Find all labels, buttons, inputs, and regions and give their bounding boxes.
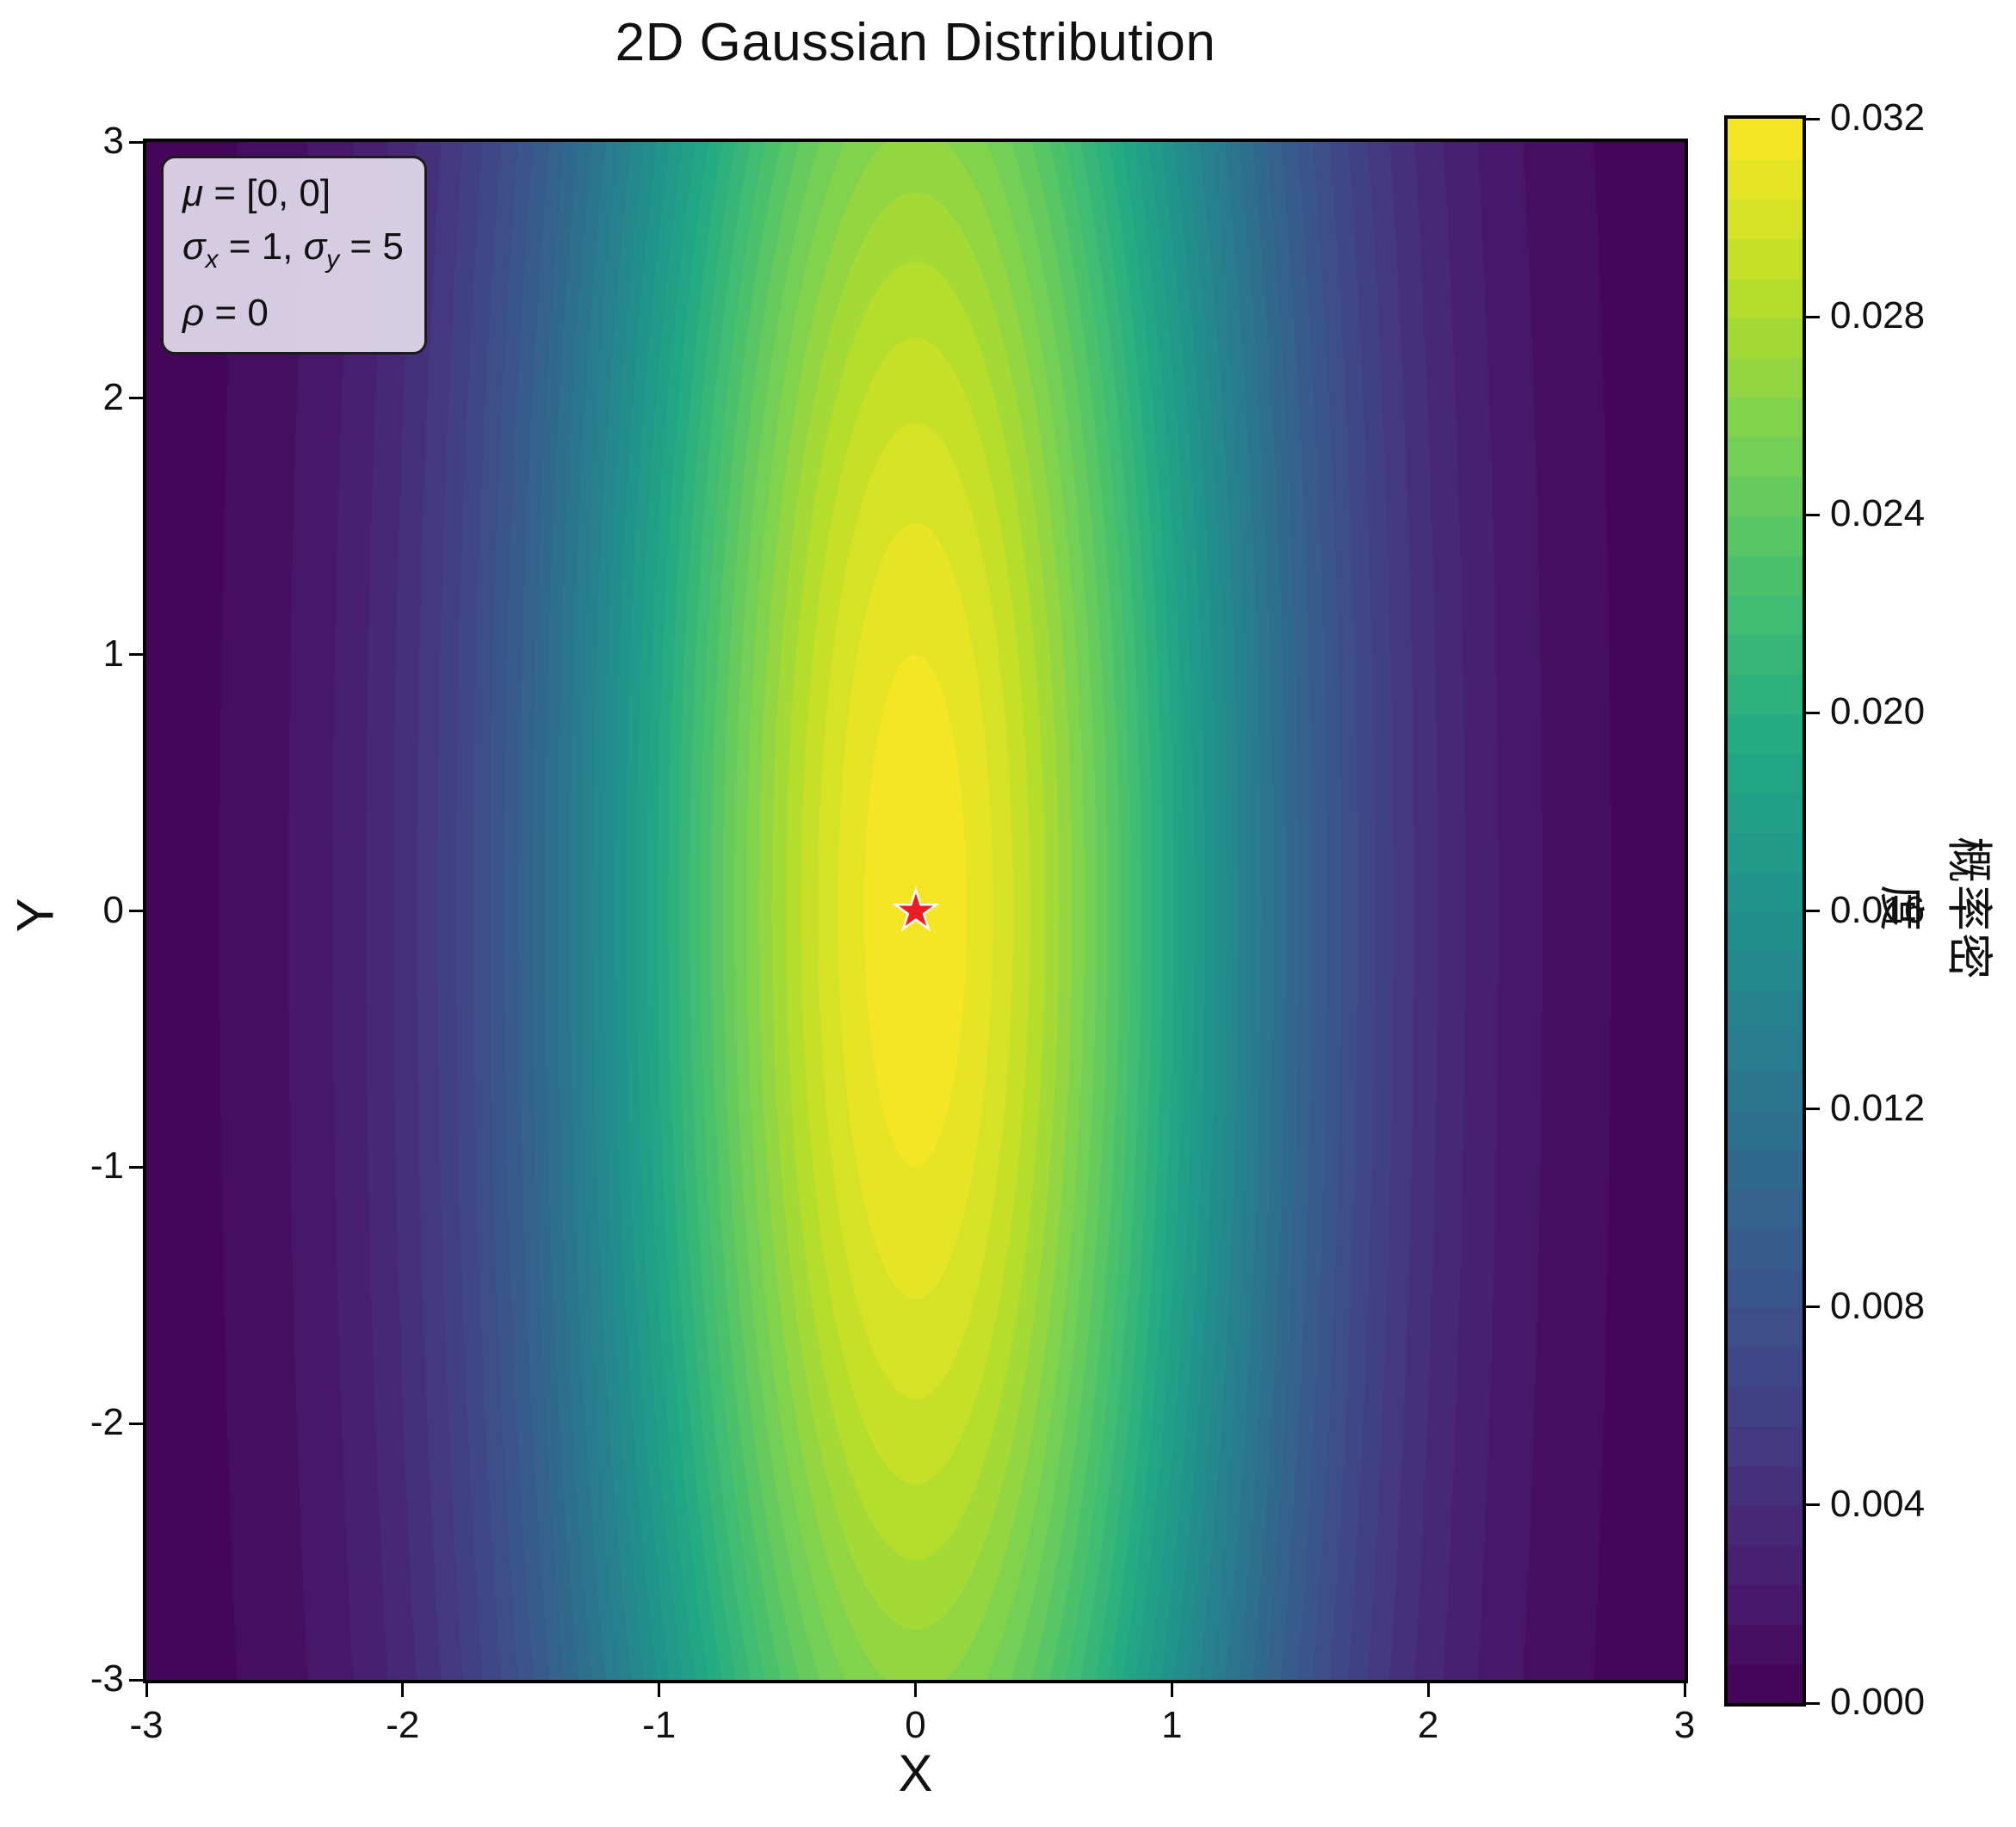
colorbar-tick-mark (1806, 1305, 1820, 1309)
y-tick-label: -1 (90, 1145, 124, 1188)
colorbar-tick-label: 0.020 (1830, 690, 1926, 733)
colorbar-label: 概率密度 (1875, 836, 1994, 981)
colorbar-tick-mark (1806, 117, 1820, 120)
colorbar-tick-label: 0.008 (1830, 1284, 1926, 1327)
colorbar (1724, 115, 1806, 1707)
y-tick-mark (129, 1678, 143, 1682)
x-tick-mark (401, 1683, 405, 1697)
y-tick-mark (129, 397, 143, 400)
x-tick-label: 1 (1161, 1704, 1183, 1746)
x-tick-mark (1170, 1683, 1173, 1697)
mean-marker (891, 886, 940, 932)
colorbar-tick-label: 0.004 (1830, 1482, 1926, 1525)
x-tick-label: 3 (1673, 1704, 1696, 1746)
colorbar-tick-label: 0.012 (1830, 1086, 1926, 1129)
colorbar-tick-mark (1806, 513, 1820, 516)
colorbar-tick-label: 0.016 (1830, 888, 1926, 931)
y-tick-mark (129, 653, 143, 657)
colorbar-tick-mark (1806, 315, 1820, 318)
x-tick-mark (145, 1683, 148, 1697)
y-tick-mark (129, 1422, 143, 1425)
colorbar-tick-mark (1806, 910, 1820, 912)
x-axis-label: X (898, 1744, 933, 1802)
colorbar-tick-mark (1806, 1108, 1820, 1111)
colorbar-tick-label: 0.000 (1830, 1681, 1926, 1723)
y-tick-mark (129, 910, 143, 912)
colorbar-tick-mark (1806, 711, 1820, 714)
x-tick-label: -3 (129, 1704, 164, 1746)
x-tick-mark (1426, 1683, 1430, 1697)
y-tick-mark (129, 1165, 143, 1169)
x-tick-mark (1683, 1683, 1686, 1697)
colorbar-tick-mark (1806, 1701, 1820, 1705)
annotation-line-mu: μ = [0, 0] (182, 172, 331, 214)
parameter-annotation: μ = [0, 0] σx = 1, σy = 5 ρ = 0 (161, 156, 427, 355)
annotation-line-sigma: σx = 1, σy = 5 (182, 225, 404, 274)
colorbar-tick-mark (1806, 1503, 1820, 1507)
y-tick-label: -3 (90, 1657, 124, 1700)
y-tick-mark (129, 140, 143, 144)
annotation-line-rho: ρ = 0 (182, 291, 269, 334)
colorbar-tick-label: 0.028 (1830, 294, 1926, 337)
plot-area (143, 139, 1688, 1683)
x-tick-label: -1 (642, 1704, 677, 1746)
y-tick-label: -2 (90, 1401, 124, 1444)
x-tick-mark (658, 1683, 661, 1697)
star-icon (891, 886, 940, 932)
colorbar-tick-label: 0.024 (1830, 492, 1926, 535)
chart-title: 2D Gaussian Distribution (615, 13, 1216, 72)
x-tick-label: 0 (905, 1704, 926, 1746)
y-tick-label: 3 (102, 120, 124, 162)
x-tick-label: 2 (1417, 1704, 1439, 1746)
y-tick-label: 1 (102, 632, 124, 675)
colorbar-tick-label: 0.032 (1830, 96, 1926, 139)
y-tick-label: 0 (102, 888, 124, 931)
x-tick-label: -2 (386, 1704, 420, 1746)
y-tick-label: 2 (102, 375, 124, 418)
colorbar-canvas (1728, 119, 1803, 1703)
x-tick-mark (914, 1683, 917, 1697)
